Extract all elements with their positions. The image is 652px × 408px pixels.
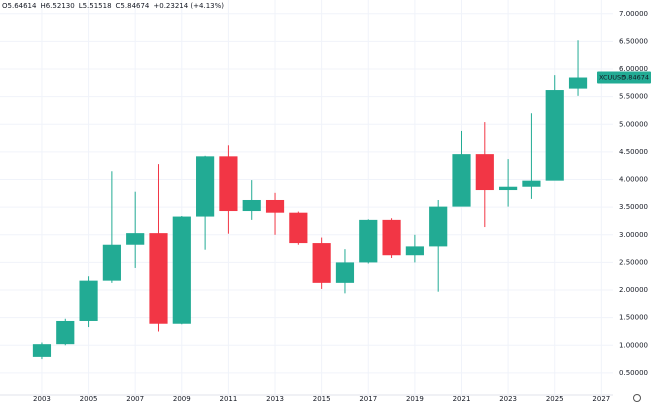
candle-body — [172, 216, 191, 324]
x-tick-label: 2015 — [313, 395, 331, 403]
y-tick-label: 1.00000 — [619, 341, 648, 349]
x-tick-label: 2023 — [499, 395, 517, 403]
candle-body — [405, 246, 424, 256]
candle-body — [265, 199, 285, 213]
ohlc-header: O5.64614 — [2, 2, 37, 10]
x-tick-label: 2021 — [453, 395, 471, 403]
candle-body — [219, 156, 238, 212]
candle-body — [79, 280, 98, 321]
ohlc-header: +0.23214 (+4.13%) — [153, 2, 224, 10]
candle-body — [196, 156, 215, 217]
x-tick-label: 2027 — [592, 395, 610, 403]
candle-body — [32, 344, 52, 357]
y-tick-label: 4.50000 — [619, 148, 648, 156]
x-tick-label: 2009 — [173, 395, 191, 403]
candle-body — [312, 243, 331, 283]
y-tick-label: 0.50000 — [619, 369, 648, 377]
candle-body — [359, 219, 378, 263]
candle-body — [289, 212, 308, 244]
y-tick-label: 1.50000 — [619, 314, 648, 322]
x-tick-label: 2011 — [220, 395, 238, 403]
settings-icon[interactable] — [633, 394, 641, 402]
price-tag — [597, 71, 651, 84]
candle-body — [126, 233, 145, 245]
candle-body — [382, 219, 401, 256]
candle-body — [452, 154, 471, 207]
x-tick-label: 2007 — [126, 395, 144, 403]
y-tick-label: 3.00000 — [619, 231, 648, 239]
ohlc-header: C5.84674 — [116, 2, 150, 10]
y-tick-label: 2.00000 — [619, 286, 648, 294]
candle-body — [475, 154, 494, 191]
y-tick-label: 5.50000 — [619, 93, 648, 101]
y-tick-label: 5.00000 — [619, 120, 648, 128]
x-tick-label: 2013 — [266, 395, 284, 403]
price-tag-symbol: XCUUSD — [599, 74, 626, 82]
ohlc-header: H6.52130 — [40, 2, 74, 10]
price-tag-value: 5.84674 — [622, 74, 649, 82]
candle-body — [499, 186, 518, 191]
candle-body — [335, 262, 355, 283]
ohlc-header: L5.51518 — [79, 2, 112, 10]
y-tick-label: 4.00000 — [619, 176, 648, 184]
candle-body — [522, 180, 541, 187]
x-tick-label: 2025 — [546, 395, 564, 403]
candle-body — [429, 206, 448, 247]
candle-body — [56, 320, 75, 345]
candle-body — [102, 244, 121, 281]
y-tick-label: 7.00000 — [619, 10, 648, 18]
y-tick-label: 6.50000 — [619, 37, 648, 45]
candle-body — [149, 233, 168, 324]
y-tick-label: 2.50000 — [619, 258, 648, 266]
x-tick-label: 2019 — [406, 395, 424, 403]
candle-body — [242, 199, 261, 212]
x-tick-label: 2017 — [359, 395, 377, 403]
candle-body — [545, 90, 564, 181]
candle-body — [568, 77, 588, 89]
x-tick-label: 2005 — [80, 395, 98, 403]
y-tick-label: 3.50000 — [619, 203, 648, 211]
x-tick-label: 2003 — [33, 395, 51, 403]
y-tick-label: 6.00000 — [619, 65, 648, 73]
